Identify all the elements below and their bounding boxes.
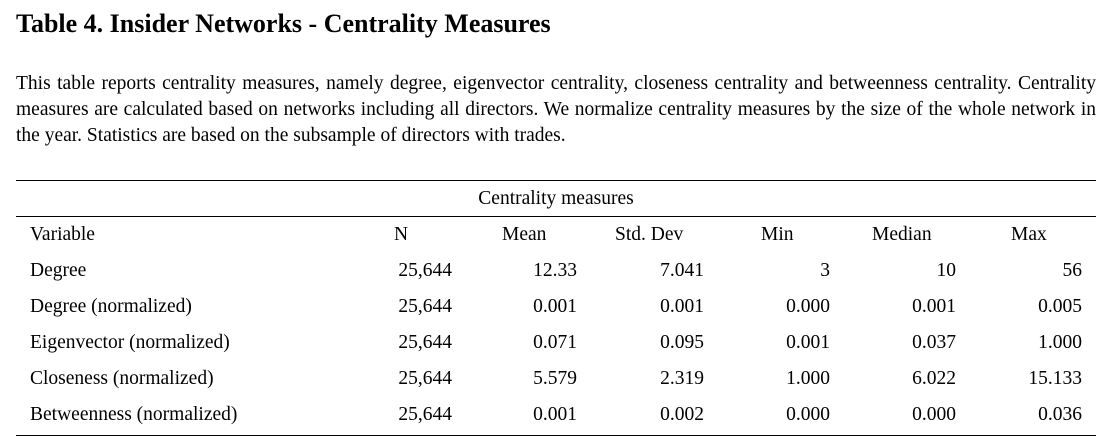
cell-variable: Degree (normalized): [30, 296, 192, 317]
table-row: Betweenness (normalized) 25,644 0.001 0.…: [16, 397, 1096, 433]
table-bottom-rule: [16, 435, 1096, 436]
cell-max: 56: [1062, 260, 1083, 281]
column-header-std-dev: Std. Dev: [615, 224, 684, 245]
cell-median: 0.037: [912, 332, 956, 353]
cell-variable: Eigenvector (normalized): [30, 332, 230, 353]
column-header-median: Median: [872, 224, 932, 245]
cell-variable: Closeness (normalized): [30, 368, 214, 389]
group-header: Centrality measures: [478, 188, 634, 209]
cell-variable: Betweenness (normalized): [30, 404, 238, 425]
column-header-n: N: [394, 224, 409, 245]
cell-min: 0.000: [786, 404, 830, 425]
cell-mean: 5.579: [533, 368, 577, 389]
column-header-row: Variable N Mean Std. Dev Min Median Max: [16, 217, 1096, 253]
cell-max: 0.005: [1038, 296, 1082, 317]
group-header-rule: [16, 216, 1096, 217]
cell-min: 0.000: [786, 296, 830, 317]
cell-median: 0.001: [912, 296, 956, 317]
table-top-rule: [16, 180, 1096, 181]
cell-variable: Degree: [30, 260, 87, 281]
cell-std-dev: 0.095: [660, 332, 704, 353]
table-row: Closeness (normalized) 25,644 5.579 2.31…: [16, 361, 1096, 397]
cell-std-dev: 2.319: [660, 368, 704, 389]
cell-min: 3: [820, 260, 830, 281]
cell-mean: 0.071: [533, 332, 577, 353]
table-row: Eigenvector (normalized) 25,644 0.071 0.…: [16, 325, 1096, 361]
cell-n: 25,644: [398, 332, 452, 353]
cell-mean: 12.33: [533, 260, 577, 281]
cell-std-dev: 7.041: [660, 260, 704, 281]
cell-median: 6.022: [912, 368, 956, 389]
cell-n: 25,644: [398, 404, 452, 425]
table-row: Degree 25,644 12.33 7.041 3 10 56: [16, 253, 1096, 289]
column-header-mean: Mean: [502, 224, 547, 245]
cell-std-dev: 0.001: [660, 296, 704, 317]
column-header-variable: Variable: [30, 224, 95, 245]
cell-n: 25,644: [398, 296, 452, 317]
cell-mean: 0.001: [533, 296, 577, 317]
table-row: Degree (normalized) 25,644 0.001 0.001 0…: [16, 289, 1096, 325]
cell-min: 1.000: [786, 368, 830, 389]
cell-min: 0.001: [786, 332, 830, 353]
cell-n: 25,644: [398, 368, 452, 389]
cell-n: 25,644: [398, 260, 452, 281]
cell-mean: 0.001: [533, 404, 577, 425]
cell-median: 0.000: [912, 404, 956, 425]
cell-max: 1.000: [1038, 332, 1082, 353]
table-description: This table reports centrality measures, …: [16, 73, 1096, 146]
cell-std-dev: 0.002: [660, 404, 704, 425]
cell-median: 10: [936, 260, 957, 281]
column-header-max: Max: [1011, 224, 1047, 245]
cell-max: 15.133: [1028, 368, 1082, 389]
cell-max: 0.036: [1038, 404, 1082, 425]
column-header-min: Min: [761, 224, 794, 245]
table-title: Table 4. Insider Networks - Centrality M…: [16, 9, 551, 38]
